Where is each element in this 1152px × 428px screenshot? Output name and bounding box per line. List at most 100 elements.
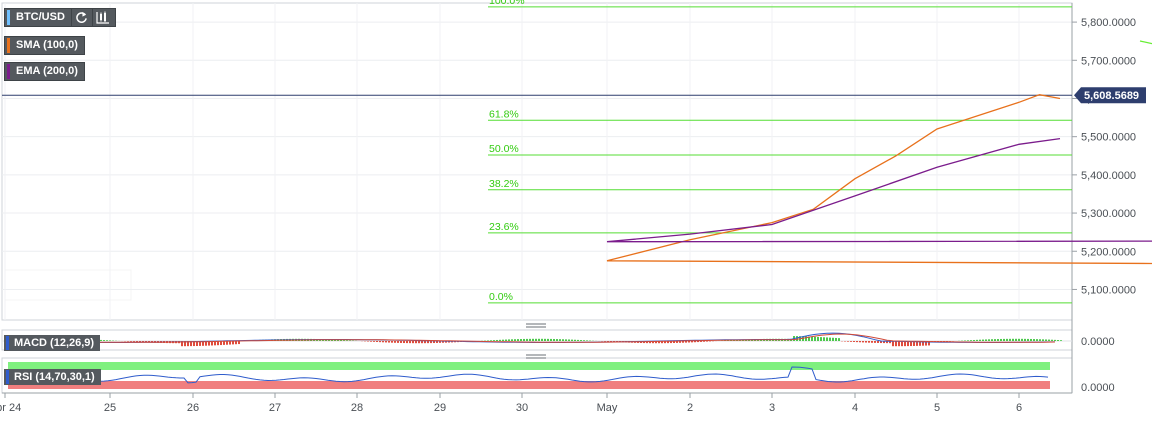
macd-bar (928, 341, 930, 346)
macd-bar (334, 339, 336, 341)
panel-resize-handle[interactable] (526, 354, 546, 359)
ema-label: EMA (200,0) (16, 65, 78, 77)
macd-bar (694, 341, 696, 343)
macd-bar (853, 341, 855, 342)
macd-bar (553, 338, 555, 341)
macd-bar (1012, 338, 1014, 341)
macd-bar (1009, 338, 1011, 341)
macd-bar (919, 341, 921, 346)
macd-bar (871, 341, 873, 343)
macd-bar (538, 338, 540, 341)
macd-bar (679, 341, 681, 343)
macd-bar (946, 341, 948, 342)
panel-resize-handle[interactable] (526, 323, 546, 328)
symbol-swatch (7, 10, 10, 25)
x-tick-label: May (597, 402, 618, 414)
macd-bar (925, 341, 927, 346)
macd-bar (823, 337, 825, 341)
macd-bar (556, 339, 558, 341)
macd-bar (109, 340, 111, 341)
macd-bar (343, 340, 345, 341)
macd-bar (412, 341, 414, 344)
macd-bar (976, 339, 978, 341)
macd-bar (577, 339, 579, 341)
macd-bar (904, 341, 906, 347)
white-box (4, 269, 132, 301)
x-tick-label: Apr 24 (0, 402, 21, 414)
macd-bar (856, 341, 858, 343)
macd-bar (439, 341, 441, 343)
macd-bar (1018, 338, 1020, 341)
ema-legend[interactable]: EMA (200,0) (4, 62, 85, 81)
macd-bar (829, 337, 831, 341)
rsi-oversold-band (8, 381, 1050, 389)
macd-bar (526, 338, 528, 341)
macd-axis-label: 0.0000 (1081, 336, 1115, 348)
macd-bar (907, 341, 909, 347)
macd-bar (673, 341, 675, 343)
macd-bar (922, 341, 924, 346)
macd-bar (658, 341, 660, 344)
macd-bar (964, 340, 966, 341)
macd-bar (916, 341, 918, 346)
x-tick-label: 28 (351, 402, 363, 414)
macd-bar (886, 341, 888, 344)
macd-bar (487, 340, 489, 341)
macd-bar (910, 341, 912, 347)
fib-level-label: 61.8% (489, 108, 519, 120)
macd-bar (346, 340, 348, 341)
macd-bar (388, 341, 390, 343)
refresh-icon[interactable] (72, 9, 92, 26)
macd-bar (703, 341, 705, 342)
macd-bar (199, 341, 201, 346)
macd-bar (541, 338, 543, 341)
macd-bar (190, 341, 192, 347)
macd-bar (607, 341, 609, 342)
macd-bar (208, 341, 210, 346)
macd-bar (184, 341, 186, 347)
y-tick-label: 5,800.0000 (1081, 17, 1136, 29)
x-tick-label: 26 (187, 402, 199, 414)
macd-bar (397, 341, 399, 343)
macd-legend[interactable]: MACD (12,26,9) (4, 335, 101, 351)
sma-legend[interactable]: SMA (100,0) (4, 36, 85, 55)
x-tick-label: 3 (769, 402, 775, 414)
macd-bar (982, 339, 984, 341)
macd-signal-line (4, 333, 1056, 343)
rsi-legend[interactable]: RSI (14,70,30,1) (4, 369, 101, 385)
macd-bar (391, 341, 393, 343)
macd-bar (514, 339, 516, 341)
macd-bar (883, 341, 885, 344)
macd-bar (181, 341, 183, 347)
macd-bar (400, 341, 402, 343)
symbol-selector[interactable]: BTC/USD (4, 8, 116, 27)
macd-bar (892, 341, 894, 347)
macd-bar (499, 339, 501, 341)
macd-bar (1021, 338, 1023, 341)
fib-level-label: 100.0% (489, 0, 525, 7)
rsi-label: RSI (14,70,30,1) (14, 371, 95, 383)
macd-bar (1057, 340, 1059, 341)
macd-bar (229, 341, 231, 345)
macd-bar (664, 341, 666, 344)
current-price-label: 5,608.5689 (1084, 90, 1139, 102)
macd-bar (571, 339, 573, 341)
macd-bar (991, 339, 993, 341)
macd-bar (874, 341, 876, 343)
macd-bar (895, 341, 897, 347)
macd-bar (1006, 338, 1008, 341)
macd-bar (796, 336, 798, 341)
candlestick-icon[interactable] (93, 9, 113, 26)
trendline (1139, 40, 1152, 45)
macd-bar (238, 341, 240, 345)
macd-bar (562, 339, 564, 341)
macd-bar (865, 341, 867, 343)
macd-bar (424, 341, 426, 344)
macd-bar (688, 341, 690, 343)
macd-bar (676, 341, 678, 343)
macd-bar (193, 341, 195, 347)
macd-bar (994, 339, 996, 341)
macd-bar (1051, 339, 1053, 341)
macd-bar (1030, 338, 1032, 341)
